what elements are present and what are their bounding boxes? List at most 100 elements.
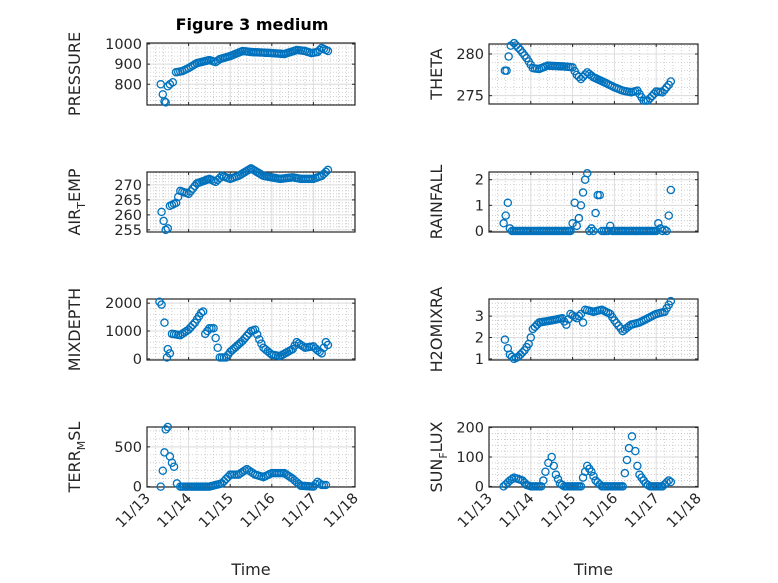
data-point: [163, 82, 173, 91]
y-label-main: H2OMIXRA: [427, 287, 446, 373]
y-tick-label: 0: [475, 479, 484, 495]
data-point: [240, 334, 250, 343]
data-point: [161, 225, 170, 235]
subplot-theta: 275 280 THETA: [427, 38, 699, 105]
y-label-rest: LUX: [427, 421, 446, 452]
data-point: [662, 226, 671, 236]
data-point: [499, 219, 508, 228]
data-point: [317, 349, 326, 358]
data-point: [167, 458, 177, 468]
data-point: [238, 336, 247, 346]
y-tick-label: 800: [114, 77, 142, 93]
data-point: [315, 479, 324, 488]
data-point: [255, 335, 264, 344]
data-point: [315, 45, 324, 55]
x-axis-label: Time: [230, 560, 270, 579]
data-point: [518, 476, 527, 485]
data-point: [213, 343, 222, 352]
data-point: [574, 213, 584, 223]
x-tick-label: 11/13: [113, 491, 154, 532]
data-point: [660, 85, 669, 95]
data-point: [507, 352, 517, 362]
data-point: [578, 188, 588, 197]
data-point: [186, 187, 195, 196]
data-point: [250, 325, 260, 334]
y-tick-label: 2: [475, 173, 484, 189]
y-label-main: RAINFALL: [427, 165, 446, 240]
y-tick-label: 200: [456, 421, 484, 437]
y-tick-label: 2: [475, 331, 484, 347]
data-point: [242, 331, 252, 341]
y-label-subscript: T: [75, 202, 88, 210]
data-point: [614, 321, 623, 331]
y-tick-label: 1: [475, 198, 484, 214]
x-tick-label: 11/17: [279, 491, 320, 532]
axes-box: [146, 426, 356, 488]
data-point: [500, 335, 510, 344]
data-point: [622, 455, 632, 465]
data-point: [662, 478, 671, 487]
data-point: [323, 340, 333, 350]
y-tick-label: 100: [456, 450, 484, 466]
data-point: [163, 422, 173, 432]
data-point: [576, 74, 586, 84]
x-tick-label: 11/14: [497, 491, 538, 532]
data-point: [568, 219, 577, 228]
data-point: [184, 325, 193, 334]
x-tick-label: 11/17: [622, 491, 663, 532]
y-label-main: THETA: [427, 48, 446, 100]
data-point: [658, 88, 667, 97]
data-point: [321, 480, 331, 490]
data-point: [578, 473, 588, 482]
data-point: [188, 184, 198, 193]
y-axis-label: RAINFALL: [427, 165, 446, 240]
y-tick-label: 1000: [105, 37, 142, 53]
data-point: [643, 96, 653, 105]
x-axis-label: Time: [573, 560, 613, 579]
axes-background: [489, 172, 698, 232]
data-point: [572, 221, 582, 231]
data-point: [574, 311, 584, 321]
data-point: [662, 83, 671, 92]
data-point: [547, 452, 556, 462]
data-point: [576, 482, 586, 491]
data-point: [501, 211, 510, 220]
data-point: [298, 342, 308, 351]
data-point: [647, 91, 657, 101]
subplot-h2omixra: 1 2 3 H2OMIXRA: [427, 287, 699, 373]
data-point: [161, 425, 170, 434]
figure-title: Figure 3 medium: [176, 15, 329, 34]
data-point: [651, 226, 661, 236]
data-point: [620, 468, 630, 478]
y-axis-label: H2OMIXRA: [427, 287, 446, 373]
data-point: [196, 308, 206, 318]
y-label-main: AIR: [65, 209, 84, 236]
y-label-rest: SL: [65, 422, 84, 441]
data-point: [240, 466, 250, 475]
axes-background: [147, 172, 355, 232]
y-axis-label: AIRTEMP: [65, 168, 88, 235]
data-point: [507, 474, 517, 484]
data-point: [504, 52, 513, 61]
x-tick-label: 11/15: [196, 491, 237, 532]
x-tick-label: 11/15: [539, 491, 580, 532]
data-point: [587, 224, 596, 233]
data-point: [549, 461, 559, 471]
data-point: [610, 316, 619, 325]
data-point: [160, 97, 169, 106]
data-point: [589, 226, 598, 236]
data-point: [576, 201, 586, 210]
data-point: [511, 41, 521, 50]
y-tick-label: 280: [456, 47, 484, 63]
subplot-pressure: 800 900 1000 PRESSURE: [65, 32, 356, 116]
data-point: [257, 339, 266, 348]
data-point: [159, 216, 168, 226]
y-tick-label: 0: [475, 224, 484, 240]
data-point: [321, 167, 331, 177]
data-point: [654, 219, 663, 228]
data-point: [518, 348, 527, 357]
data-point: [585, 226, 594, 236]
data-point: [553, 474, 563, 484]
axes-background: [147, 427, 355, 487]
